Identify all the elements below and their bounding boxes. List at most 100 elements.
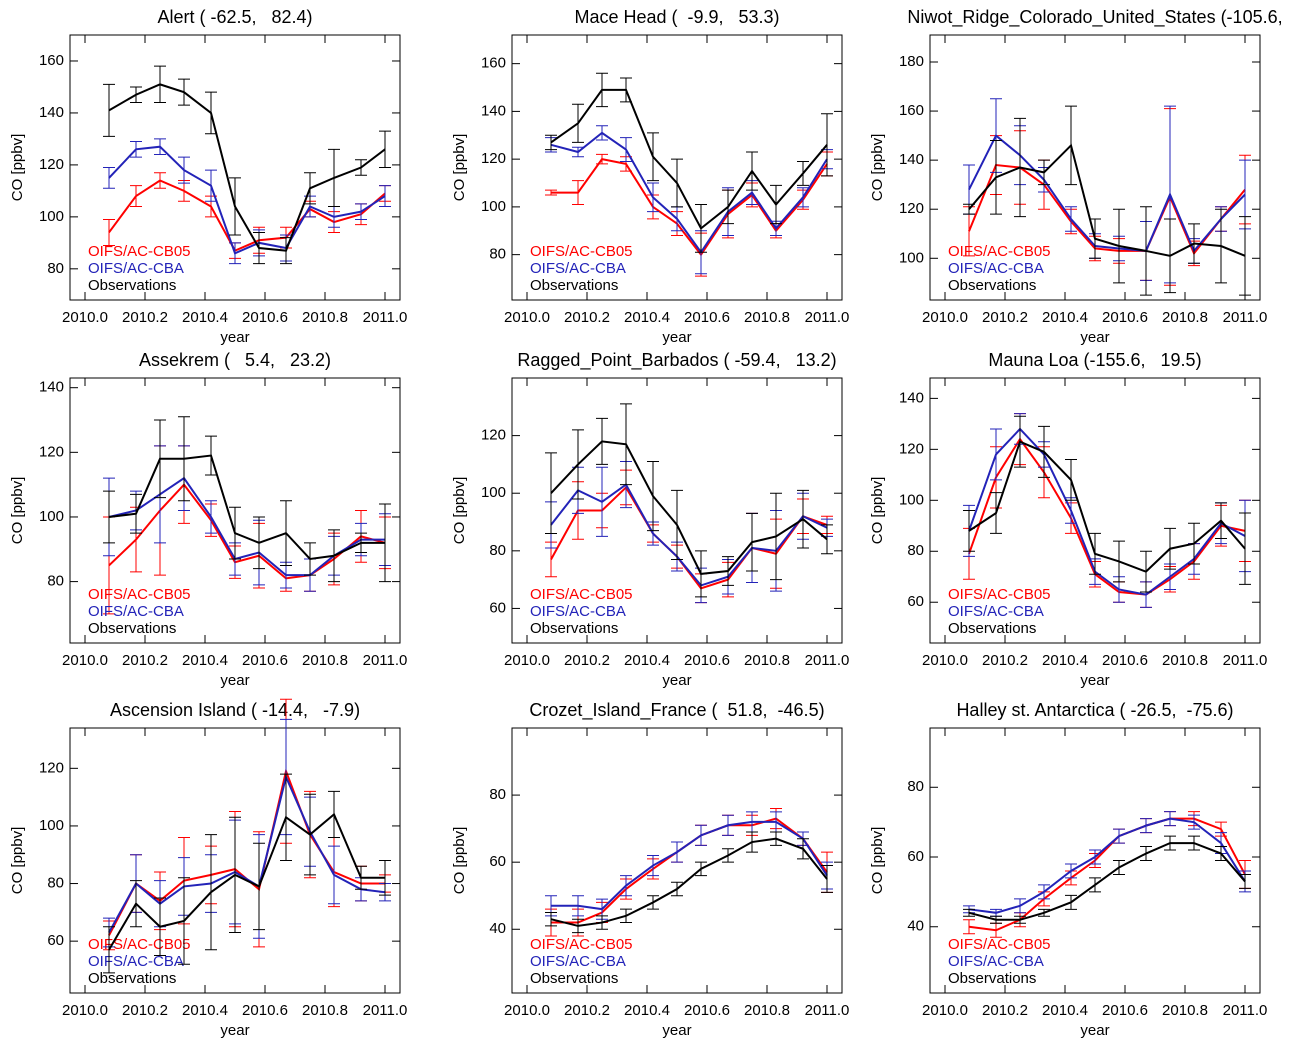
x-tick-label: 2011.0 xyxy=(1223,652,1268,669)
x-tick-label: 2010.8 xyxy=(1162,1002,1208,1019)
chart-title: Alert ( -62.5, 82.4) xyxy=(157,7,312,27)
y-tick-label: 100 xyxy=(39,508,64,525)
series-line xyxy=(968,143,1246,257)
x-tick-label: 2011.0 xyxy=(1223,309,1268,326)
y-axis-label: CO [ppbv] xyxy=(9,134,26,202)
y-axis-label: CO [ppbv] xyxy=(451,477,468,545)
legend-label: OIFS/AC-CB05 xyxy=(530,243,633,260)
legend-label: OIFS/AC-CBA xyxy=(948,603,1044,620)
legend-label: OIFS/AC-CB05 xyxy=(88,936,191,953)
series-line xyxy=(108,483,386,580)
y-tick-label: 60 xyxy=(907,593,924,610)
legend-label: OIFS/AC-CB05 xyxy=(948,936,1051,953)
legend-label: Observations xyxy=(88,277,176,294)
series-line xyxy=(968,163,1246,256)
series-line xyxy=(550,88,828,230)
y-tick-label: 140 xyxy=(39,379,64,396)
error-bar xyxy=(103,83,115,137)
y-tick-label: 180 xyxy=(899,53,924,70)
x-tick-label: 2010.0 xyxy=(504,1002,550,1019)
x-axis-label: year xyxy=(220,329,249,346)
y-tick-label: 120 xyxy=(39,156,64,173)
x-tick-label: 2010.4 xyxy=(1042,1002,1088,1019)
error-bar xyxy=(103,218,115,246)
y-tick-label: 80 xyxy=(47,260,64,277)
y-tick-label: 140 xyxy=(899,389,924,406)
x-tick-label: 2010.4 xyxy=(624,1002,670,1019)
y-tick-label: 80 xyxy=(489,542,506,559)
legend-label: OIFS/AC-CB05 xyxy=(88,243,191,260)
x-tick-label: 2011.0 xyxy=(363,652,408,669)
series-line xyxy=(108,476,385,577)
x-tick-label: 2010.0 xyxy=(922,1002,968,1019)
legend-label: OIFS/AC-CB05 xyxy=(948,586,1051,603)
error-bar xyxy=(545,134,557,151)
series-line xyxy=(968,817,1246,932)
legend-label: Observations xyxy=(948,620,1036,637)
chart-title: Mace Head ( -9.9, 53.3) xyxy=(574,7,779,27)
legend-label: OIFS/AC-CBA xyxy=(530,260,626,277)
x-tick-label: 2010.2 xyxy=(982,652,1028,669)
x-tick-label: 2010.2 xyxy=(122,309,168,326)
y-tick-label: 120 xyxy=(39,759,64,776)
x-tick-label: 2010.0 xyxy=(504,309,550,326)
y-tick-label: 100 xyxy=(481,484,506,501)
chart-title: Niwot_Ridge_Colorado_United_States (-105… xyxy=(907,7,1282,28)
y-tick-label: 100 xyxy=(39,817,64,834)
x-tick-label: 2010.4 xyxy=(182,309,228,326)
x-axis-label: year xyxy=(220,672,249,689)
y-tick-label: 80 xyxy=(907,778,924,795)
x-tick-label: 2010.2 xyxy=(122,1002,168,1019)
x-tick-label: 2010.6 xyxy=(242,652,288,669)
x-tick-label: 2010.2 xyxy=(982,309,1028,326)
x-tick-label: 2010.6 xyxy=(684,309,730,326)
x-tick-label: 2010.0 xyxy=(504,652,550,669)
y-tick-label: 80 xyxy=(489,246,506,263)
y-tick-label: 80 xyxy=(907,542,924,559)
plot-frame xyxy=(69,34,401,301)
x-tick-label: 2010.0 xyxy=(922,309,968,326)
chart-title: Crozet_Island_France ( 51.8, -46.5) xyxy=(529,700,824,721)
x-tick-label: 2010.8 xyxy=(744,652,790,669)
x-axis-label: year xyxy=(1080,1022,1109,1039)
y-tick-label: 80 xyxy=(47,875,64,892)
legend-label: Observations xyxy=(88,620,176,637)
x-tick-label: 2010.8 xyxy=(1162,309,1208,326)
plot-frame xyxy=(69,727,401,994)
x-tick-label: 2010.6 xyxy=(684,1002,730,1019)
series-line xyxy=(108,773,386,933)
series-line xyxy=(968,440,1246,573)
chart-title: Assekrem ( 5.4, 23.2) xyxy=(139,350,331,370)
x-tick-label: 2010.4 xyxy=(182,1002,228,1019)
x-tick-label: 2010.6 xyxy=(242,1002,288,1019)
y-tick-label: 80 xyxy=(489,786,506,803)
legend-label: Observations xyxy=(530,970,618,987)
legend-label: OIFS/AC-CBA xyxy=(88,603,184,620)
series-line xyxy=(968,817,1246,914)
error-bar xyxy=(1239,512,1251,585)
plot-frame xyxy=(511,727,843,994)
y-tick-label: 140 xyxy=(899,151,924,168)
y-tick-label: 120 xyxy=(899,200,924,217)
plot-frame xyxy=(69,377,401,644)
x-tick-label: 2010.0 xyxy=(62,652,108,669)
series-line xyxy=(968,437,1246,596)
legend-label: OIFS/AC-CB05 xyxy=(948,243,1051,260)
series-line xyxy=(108,83,386,252)
series-line xyxy=(550,837,828,927)
x-tick-label: 2010.4 xyxy=(1042,652,1088,669)
chart-title: Ascension Island ( -14.4, -7.9) xyxy=(110,700,360,720)
x-tick-label: 2010.8 xyxy=(302,1002,348,1019)
chart-title: Mauna Loa (-155.6, 19.5) xyxy=(988,350,1201,370)
y-tick-label: 140 xyxy=(39,104,64,121)
x-tick-label: 2010.6 xyxy=(1102,1002,1148,1019)
x-tick-label: 2010.2 xyxy=(564,1002,610,1019)
x-axis-label: year xyxy=(220,1022,249,1039)
series-line xyxy=(968,134,1246,253)
x-tick-label: 2010.2 xyxy=(564,309,610,326)
series-line xyxy=(550,440,828,575)
legend-label: Observations xyxy=(948,970,1036,987)
legend-label: Observations xyxy=(948,277,1036,294)
y-tick-label: 160 xyxy=(481,55,506,72)
